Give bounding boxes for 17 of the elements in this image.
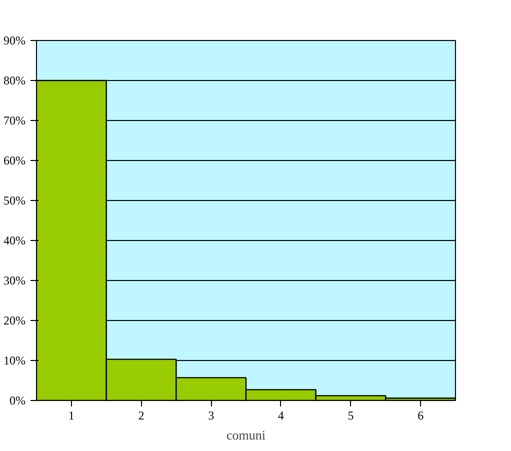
x-tick-label: 2 (138, 408, 144, 422)
y-tick-label: 10% (4, 354, 26, 368)
x-tick-label: 6 (418, 408, 424, 422)
y-tick-label: 90% (4, 34, 26, 48)
y-tick-label: 60% (4, 154, 26, 168)
x-tick-label: 3 (208, 408, 214, 422)
y-tick-label: 40% (4, 234, 26, 248)
y-tick-label: 80% (4, 74, 26, 88)
y-tick-label: 70% (4, 114, 26, 128)
y-tick-label: 50% (4, 194, 26, 208)
y-tick-label: 30% (4, 274, 26, 288)
y-tick-label: 20% (4, 314, 26, 328)
x-tick-label: 5 (348, 408, 354, 422)
x-tick-label: 1 (68, 408, 74, 422)
y-tick-label: 0% (10, 394, 26, 408)
x-axis-title: comuni (226, 428, 266, 442)
x-tick-label: 4 (278, 408, 284, 422)
